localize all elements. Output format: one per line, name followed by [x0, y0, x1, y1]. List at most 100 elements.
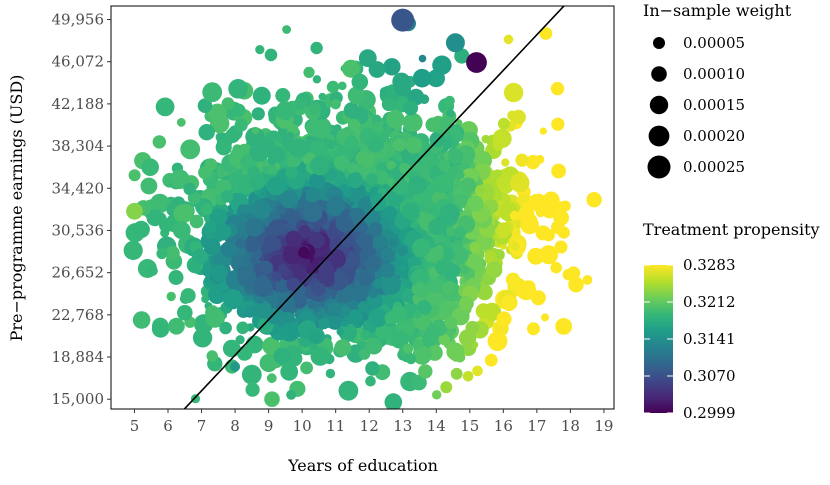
scatter-point [245, 382, 260, 397]
scatter-point [485, 261, 503, 279]
scatter-point [307, 300, 317, 309]
scatter-point [357, 233, 374, 250]
scatter-point [313, 225, 321, 233]
scatter-point [357, 301, 370, 313]
scatter-point [326, 196, 345, 215]
scatter-point [402, 202, 420, 220]
scatter-point [367, 136, 384, 153]
scatter-point [211, 264, 228, 282]
y-tick-label: 46,072 [52, 53, 105, 71]
scatter-point [166, 291, 176, 302]
scatter-point [351, 73, 369, 91]
scatter-point [282, 246, 301, 264]
scatter-point [275, 278, 291, 294]
scatter-point [298, 225, 311, 238]
scatter-point [511, 109, 526, 125]
scatter-point [336, 171, 346, 180]
scatter-point [268, 146, 285, 163]
scatter-point [222, 289, 243, 310]
scatter-point [372, 235, 389, 251]
scatter-point [416, 300, 432, 316]
scatter-point [334, 155, 350, 171]
scatter-point [236, 321, 249, 335]
scatter-point [484, 353, 498, 367]
scatter-point [383, 205, 397, 220]
scatter-point [338, 81, 347, 91]
x-tick-label: 8 [230, 417, 240, 435]
scatter-point [312, 75, 322, 84]
scatter-point [126, 202, 143, 220]
scatter-point [168, 317, 185, 335]
scatter-point [516, 280, 536, 301]
scatter-point [456, 170, 465, 180]
size-legend-label: 0.00010 [683, 65, 745, 83]
scatter-point [365, 337, 383, 355]
scatter-point [418, 54, 427, 63]
scatter-point [529, 193, 548, 213]
size-legend-label: 0.00025 [683, 158, 745, 176]
scatter-point [403, 343, 414, 354]
scatter-point [503, 82, 524, 103]
scatter-point [249, 141, 270, 162]
scatter-point [278, 180, 288, 189]
scatter-point [159, 218, 174, 233]
scatter-point [204, 158, 218, 172]
scatter-point [269, 200, 278, 209]
scatter-point [365, 173, 378, 186]
x-tick-label: 12 [360, 417, 379, 435]
scatter-point [308, 330, 322, 344]
scatter-point [280, 190, 299, 209]
scatter-point [539, 27, 553, 40]
scatter-point [347, 162, 359, 174]
scatter-point [241, 364, 262, 385]
scatter-point [586, 192, 602, 208]
size-legend-key [648, 125, 670, 147]
scatter-point [511, 242, 520, 251]
scatter-point [390, 330, 409, 349]
scatter-point [405, 353, 417, 365]
scatter-point [192, 328, 213, 348]
scatter-point [309, 232, 325, 249]
scatter-point [446, 109, 455, 118]
scatter-point [146, 209, 164, 227]
scatter-point [397, 246, 408, 257]
scatter-point [247, 165, 261, 179]
scatter-point [255, 45, 265, 55]
scatter-point [310, 346, 330, 366]
y-tick-label: 26,652 [52, 264, 105, 282]
scatter-point [330, 98, 341, 110]
scatter-point [469, 241, 481, 253]
scatter-point [367, 221, 383, 237]
scatter-point [369, 186, 378, 195]
scatter-point [180, 139, 201, 160]
scatter-point [450, 367, 463, 380]
colorbar-label: 0.3283 [683, 256, 736, 274]
scatter-point [347, 86, 366, 105]
scatter-point [365, 375, 376, 387]
scatter-point [401, 290, 416, 305]
x-tick-label: 7 [197, 417, 207, 435]
scatter-point [152, 135, 166, 149]
scatter-point [566, 266, 581, 281]
x-tick-label: 18 [561, 417, 580, 435]
scatter-point [402, 113, 422, 132]
scatter-point [252, 86, 271, 105]
size-legend-key [651, 66, 667, 82]
y-tick-label: 15,000 [52, 390, 105, 408]
scatter-point [300, 361, 313, 375]
scatter-point [379, 262, 395, 278]
scatter-point [266, 373, 277, 384]
scatter-point [293, 97, 306, 110]
scatter-point [220, 190, 234, 203]
scatter-point [441, 247, 455, 262]
scatter-point [264, 391, 280, 408]
scatter-point [244, 217, 264, 237]
scatter-point [219, 321, 232, 335]
reference-line [183, 6, 566, 409]
scatter-point [209, 208, 228, 227]
scatter-point [453, 131, 464, 142]
scatter-point [551, 220, 565, 235]
scatter-point [541, 313, 549, 322]
scatter-point [454, 48, 470, 64]
scatter-point [285, 166, 298, 179]
